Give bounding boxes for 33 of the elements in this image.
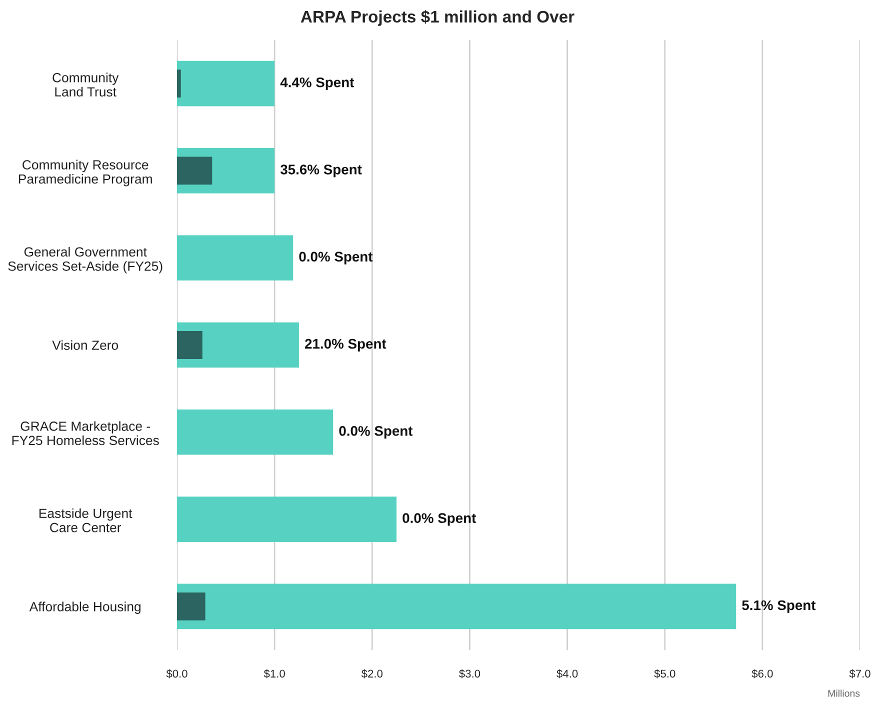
y-tick-label: Affordable Housing (29, 602, 140, 614)
bar (177, 592, 206, 620)
bar (177, 156, 212, 185)
bar (177, 331, 202, 359)
annotation: 4.4% Spent (280, 77, 354, 90)
annotation: 0.0% Spent (339, 426, 413, 439)
annotation: 0.0% Spent (402, 513, 476, 526)
annotation: 0.0% Spent (299, 252, 373, 264)
y-tick-label: General Government Services Set-Aside (FY25) (8, 246, 162, 274)
bar (177, 60, 275, 106)
x-tick-label: $0.0 (166, 669, 188, 678)
y-tick-label: Community Resource Paramedicine Program (18, 160, 152, 186)
annotation: 21.0% Spent (305, 338, 386, 352)
y-tick-label: Community Land Trust (52, 72, 119, 97)
x-tick-label: $6.0 (752, 669, 773, 678)
y-tick-label: GRACE Marketplace - FY25 Homeless Services (12, 421, 159, 446)
x-tick-label: $1.0 (264, 669, 285, 678)
chart-title: ARPA Projects $1 million and Over (300, 10, 574, 26)
y-tick-label: Vision Zero (52, 340, 118, 350)
x-tick-label: $2.0 (361, 669, 383, 678)
bar (177, 584, 736, 630)
x-tick-label: $4.0 (556, 669, 578, 678)
bar (177, 496, 397, 542)
x-tick-label: $3.0 (459, 669, 480, 678)
x-axis-title: Millions (828, 690, 860, 697)
annotation: 35.6% Spent (280, 164, 362, 178)
y-tick-label: Eastside Urgent Care Center (39, 508, 132, 532)
x-tick-label: $7.0 (849, 669, 870, 678)
bar (177, 409, 334, 455)
x-tick-label: $5.0 (654, 669, 676, 678)
bar (177, 235, 294, 281)
annotation: 5.1% Spent (742, 600, 816, 613)
bar (177, 70, 181, 98)
